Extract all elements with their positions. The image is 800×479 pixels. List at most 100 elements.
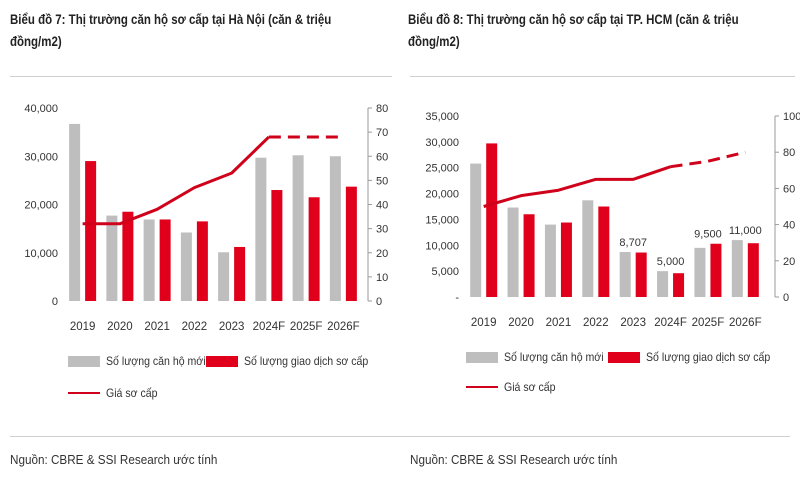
legend-label-transactions: Số lượng giao dịch sơ cấp: [646, 350, 771, 364]
right-axis-tick-label: 20: [376, 248, 388, 260]
data-label: 11,000: [729, 225, 762, 237]
legend-item-price: Giá sơ cấp: [466, 380, 563, 394]
data-label: 5,000: [657, 256, 685, 268]
bar-supply: [143, 219, 155, 301]
right-axis-tick-label: 50: [376, 175, 388, 187]
bar-supply: [255, 157, 267, 301]
bar-transactions: [196, 221, 208, 301]
legend-label-price: Giá sơ cấp: [106, 386, 158, 400]
right-axis-tick-label: 40: [783, 220, 795, 232]
bar-transactions: [560, 222, 572, 297]
category-label: 2021: [546, 317, 572, 329]
bar-supply: [180, 232, 192, 301]
category-label: 2025F: [290, 321, 323, 333]
bar-transactions: [673, 273, 685, 297]
category-label: 2020: [107, 321, 133, 333]
bar-supply: [544, 224, 556, 297]
bar-supply: [619, 251, 631, 297]
bar-supply: [470, 163, 482, 297]
legend-label-transactions: Số lượng giao dịch sơ cấp: [244, 354, 369, 368]
chart-title: Biểu đồ 8: Thị trường căn hộ sơ cấp tại …: [408, 11, 739, 49]
left-axis-tick-label: 35,000: [425, 111, 459, 123]
bar-supply: [218, 252, 230, 301]
bar-transactions: [308, 197, 320, 301]
category-label: 2020: [508, 317, 534, 329]
price-line-actual: [483, 165, 672, 208]
category-label: 2021: [144, 321, 170, 333]
chart-title: Biểu đồ 7: Thị trường căn hộ sơ cấp tại …: [10, 11, 332, 49]
legend-item-transactions: Số lượng giao dịch sơ cấp: [206, 354, 385, 368]
price-line-forecast: [670, 150, 746, 169]
legend-item-transactions: Số lượng giao dịch sơ cấp: [608, 350, 787, 364]
data-label: 9,500: [694, 229, 722, 241]
bar-supply: [694, 247, 706, 297]
source-note-left: Nguồn: CBRE & SSI Research ước tính: [10, 452, 218, 467]
left-axis-tick-label: 20,000: [425, 189, 459, 201]
data-label: 8,707: [619, 237, 647, 249]
left-axis-tick-label: 25,000: [425, 163, 459, 175]
bar-transactions: [523, 214, 535, 297]
right-axis-tick-label: 70: [376, 127, 388, 139]
footer-divider: [10, 436, 790, 437]
left-axis-tick-label: 15,000: [425, 214, 459, 226]
legend-item-supply: Số lượng căn hộ mới: [68, 354, 219, 368]
bar-transactions: [635, 252, 647, 297]
right-axis-tick-label: 60: [376, 151, 388, 163]
bar-transactions: [598, 206, 610, 297]
legend-swatch-price: [466, 386, 498, 388]
right-axis-tick-label: 30: [376, 224, 388, 236]
bar-transactions: [159, 219, 171, 301]
category-label: 2026F: [327, 321, 360, 333]
left-axis-tick-label: 10,000: [425, 240, 459, 252]
legend-swatch-transactions: [206, 355, 238, 367]
bar-supply: [329, 156, 341, 301]
bar-supply: [582, 200, 594, 297]
bar-transactions: [747, 243, 759, 297]
right-axis-tick-label: 100: [783, 111, 800, 123]
category-label: 2019: [471, 317, 497, 329]
right-axis-tick-label: 0: [376, 296, 382, 308]
right-axis-tick-label: 80: [376, 103, 388, 115]
bar-transactions: [234, 246, 246, 301]
category-label: 2026F: [729, 317, 762, 329]
category-label: 2024F: [253, 321, 286, 333]
bar-supply: [657, 271, 669, 297]
legend-swatch-supply: [466, 351, 498, 363]
bar-supply: [731, 240, 743, 297]
bar-supply: [69, 123, 81, 301]
left-axis-tick-label: -: [455, 292, 459, 304]
left-axis-tick-label: 10,000: [24, 248, 58, 260]
hanoi-chart-plot: 0 10,000 20,000 30,000 40,000 0 10 20 30 40 50 60 70…: [24, 103, 388, 333]
category-label: 2022: [182, 321, 208, 333]
bar-transactions: [710, 243, 722, 297]
category-label: 2024F: [654, 317, 687, 329]
category-label: 2023: [620, 317, 646, 329]
category-label: 2025F: [692, 317, 725, 329]
bar-transactions: [486, 143, 498, 297]
category-label: 2022: [583, 317, 609, 329]
left-axis-tick-label: 30,000: [24, 151, 58, 163]
bar-transactions: [271, 190, 283, 301]
category-label: 2023: [219, 321, 245, 333]
right-axis-tick-label: 40: [376, 200, 388, 212]
source-note-right: Nguồn: CBRE & SSI Research ước tính: [410, 452, 618, 467]
legend-swatch-price: [68, 392, 100, 394]
bar-transactions: [85, 161, 97, 301]
category-label: 2019: [70, 321, 96, 333]
legend-item-price: Giá sơ cấp: [68, 386, 165, 400]
legend-item-supply: Số lượng căn hộ mới: [466, 350, 617, 364]
right-axis-tick-label: 0: [783, 292, 789, 304]
right-axis-tick-label: 80: [783, 147, 795, 159]
bar-supply: [292, 155, 304, 301]
right-axis-tick-label: 20: [783, 256, 795, 268]
bar-transactions: [345, 186, 357, 301]
left-axis-tick-label: 5,000: [431, 266, 459, 278]
left-axis-tick-label: 30,000: [425, 137, 459, 149]
bar-supply: [507, 207, 519, 297]
price-line-actual: [82, 135, 270, 226]
title-divider: [10, 76, 392, 77]
left-axis-tick-label: 40,000: [24, 103, 58, 115]
left-axis-tick-label: 20,000: [24, 200, 58, 212]
legend-label-supply: Số lượng căn hộ mới: [106, 354, 206, 368]
legend-label-supply: Số lượng căn hộ mới: [504, 350, 604, 364]
